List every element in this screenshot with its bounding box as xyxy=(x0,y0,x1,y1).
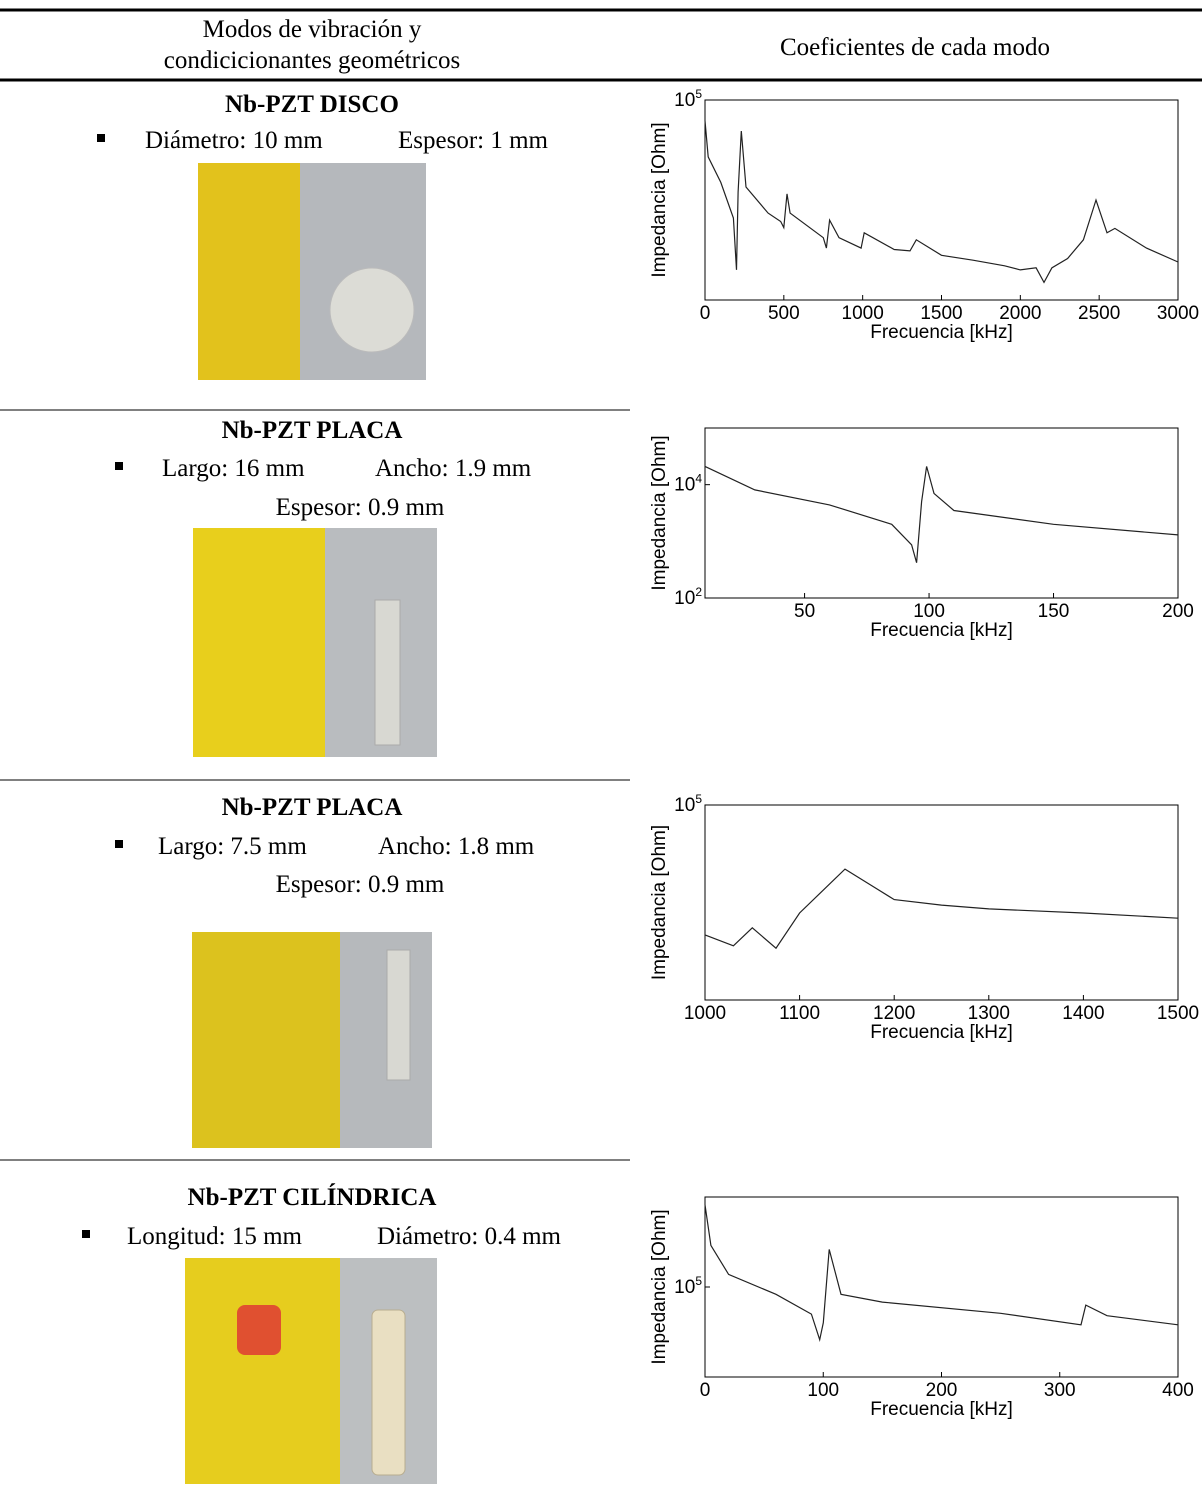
photo xyxy=(198,163,426,380)
spec: Longitud: 15 mm xyxy=(127,1223,303,1250)
photo xyxy=(185,1258,437,1484)
y-tick-label: 102 xyxy=(674,585,702,609)
impedance-line xyxy=(705,869,1178,948)
x-tick-label: 300 xyxy=(1044,1380,1076,1401)
bullet xyxy=(115,462,123,470)
x-axis-label: Frecuencia [kHz] xyxy=(870,1022,1013,1043)
spec: Ancho: 1.8 mm xyxy=(378,833,535,860)
x-tick-label: 1500 xyxy=(920,303,962,324)
spec: Diámetro: 0.4 mm xyxy=(377,1223,562,1250)
spec: Largo: 7.5 mm xyxy=(158,833,307,860)
impedance-line xyxy=(705,1205,1178,1340)
spec: Largo: 16 mm xyxy=(162,455,305,482)
y-axis-label: Impedancia [Ohm] xyxy=(649,122,670,277)
plot-frame xyxy=(705,1197,1178,1377)
header-text: condicicionantes geométricos xyxy=(164,47,460,74)
plot-frame xyxy=(705,100,1178,300)
x-tick-label: 1500 xyxy=(1157,1003,1199,1024)
photo xyxy=(192,932,432,1148)
header-text: Coeficientes de cada modo xyxy=(780,34,1050,61)
y-tick-label: 105 xyxy=(674,1274,702,1298)
bullet xyxy=(97,134,105,142)
x-tick-label: 1200 xyxy=(873,1003,915,1024)
row-title: Nb-PZT CILÍNDRICA xyxy=(188,1183,437,1211)
row-title: Nb-PZT PLACA xyxy=(222,794,403,821)
y-axis-label: Impedancia [Ohm] xyxy=(649,825,670,980)
x-tick-label: 1100 xyxy=(779,1003,820,1024)
bullet xyxy=(82,1230,90,1238)
x-tick-label: 1000 xyxy=(842,303,884,324)
x-tick-label: 2000 xyxy=(999,303,1041,324)
spec: Espesor: 0.9 mm xyxy=(276,494,445,521)
spec: Ancho: 1.9 mm xyxy=(375,455,532,482)
row-title: Nb-PZT PLACA xyxy=(222,417,403,444)
document: Modos de vibración y condicicionantes ge… xyxy=(0,0,1202,1512)
plot-frame xyxy=(705,428,1178,598)
row-title: Nb-PZT DISCO xyxy=(225,91,399,118)
photo xyxy=(193,528,437,757)
x-tick-label: 0 xyxy=(700,1380,711,1401)
spec: Espesor: 1 mm xyxy=(398,127,549,154)
x-tick-label: 100 xyxy=(913,601,945,622)
x-axis-label: Frecuencia [kHz] xyxy=(870,620,1013,641)
x-tick-label: 200 xyxy=(1162,601,1194,622)
x-tick-label: 1400 xyxy=(1062,1003,1104,1024)
x-axis-label: Frecuencia [kHz] xyxy=(870,1399,1013,1420)
x-tick-label: 1300 xyxy=(968,1003,1010,1024)
header-text: Modos de vibración y xyxy=(203,16,422,43)
x-tick-label: 0 xyxy=(700,303,711,324)
y-tick-label: 105 xyxy=(674,792,702,816)
spec: Espesor: 0.9 mm xyxy=(276,871,445,898)
x-axis-label: Frecuencia [kHz] xyxy=(870,322,1013,343)
x-tick-label: 400 xyxy=(1162,1380,1194,1401)
y-tick-label: 105 xyxy=(674,87,702,111)
x-tick-label: 100 xyxy=(807,1380,839,1401)
x-tick-label: 1000 xyxy=(684,1003,726,1024)
x-tick-label: 200 xyxy=(926,1380,958,1401)
x-tick-label: 150 xyxy=(1038,601,1070,622)
impedance-line xyxy=(705,466,1178,562)
bullet xyxy=(115,840,123,848)
y-axis-label: Impedancia [Ohm] xyxy=(649,1209,670,1364)
x-tick-label: 500 xyxy=(768,303,800,324)
page: Modos de vibración y condicicionantes ge… xyxy=(0,0,1202,1512)
y-axis-label: Impedancia [Ohm] xyxy=(649,435,670,590)
spec: Diámetro: 10 mm xyxy=(145,127,323,154)
impedance-line xyxy=(705,121,1178,283)
y-tick-label: 104 xyxy=(674,472,702,496)
x-tick-label: 50 xyxy=(794,601,815,622)
x-tick-label: 3000 xyxy=(1157,303,1199,324)
plot-frame xyxy=(705,805,1178,1000)
x-tick-label: 2500 xyxy=(1078,303,1120,324)
